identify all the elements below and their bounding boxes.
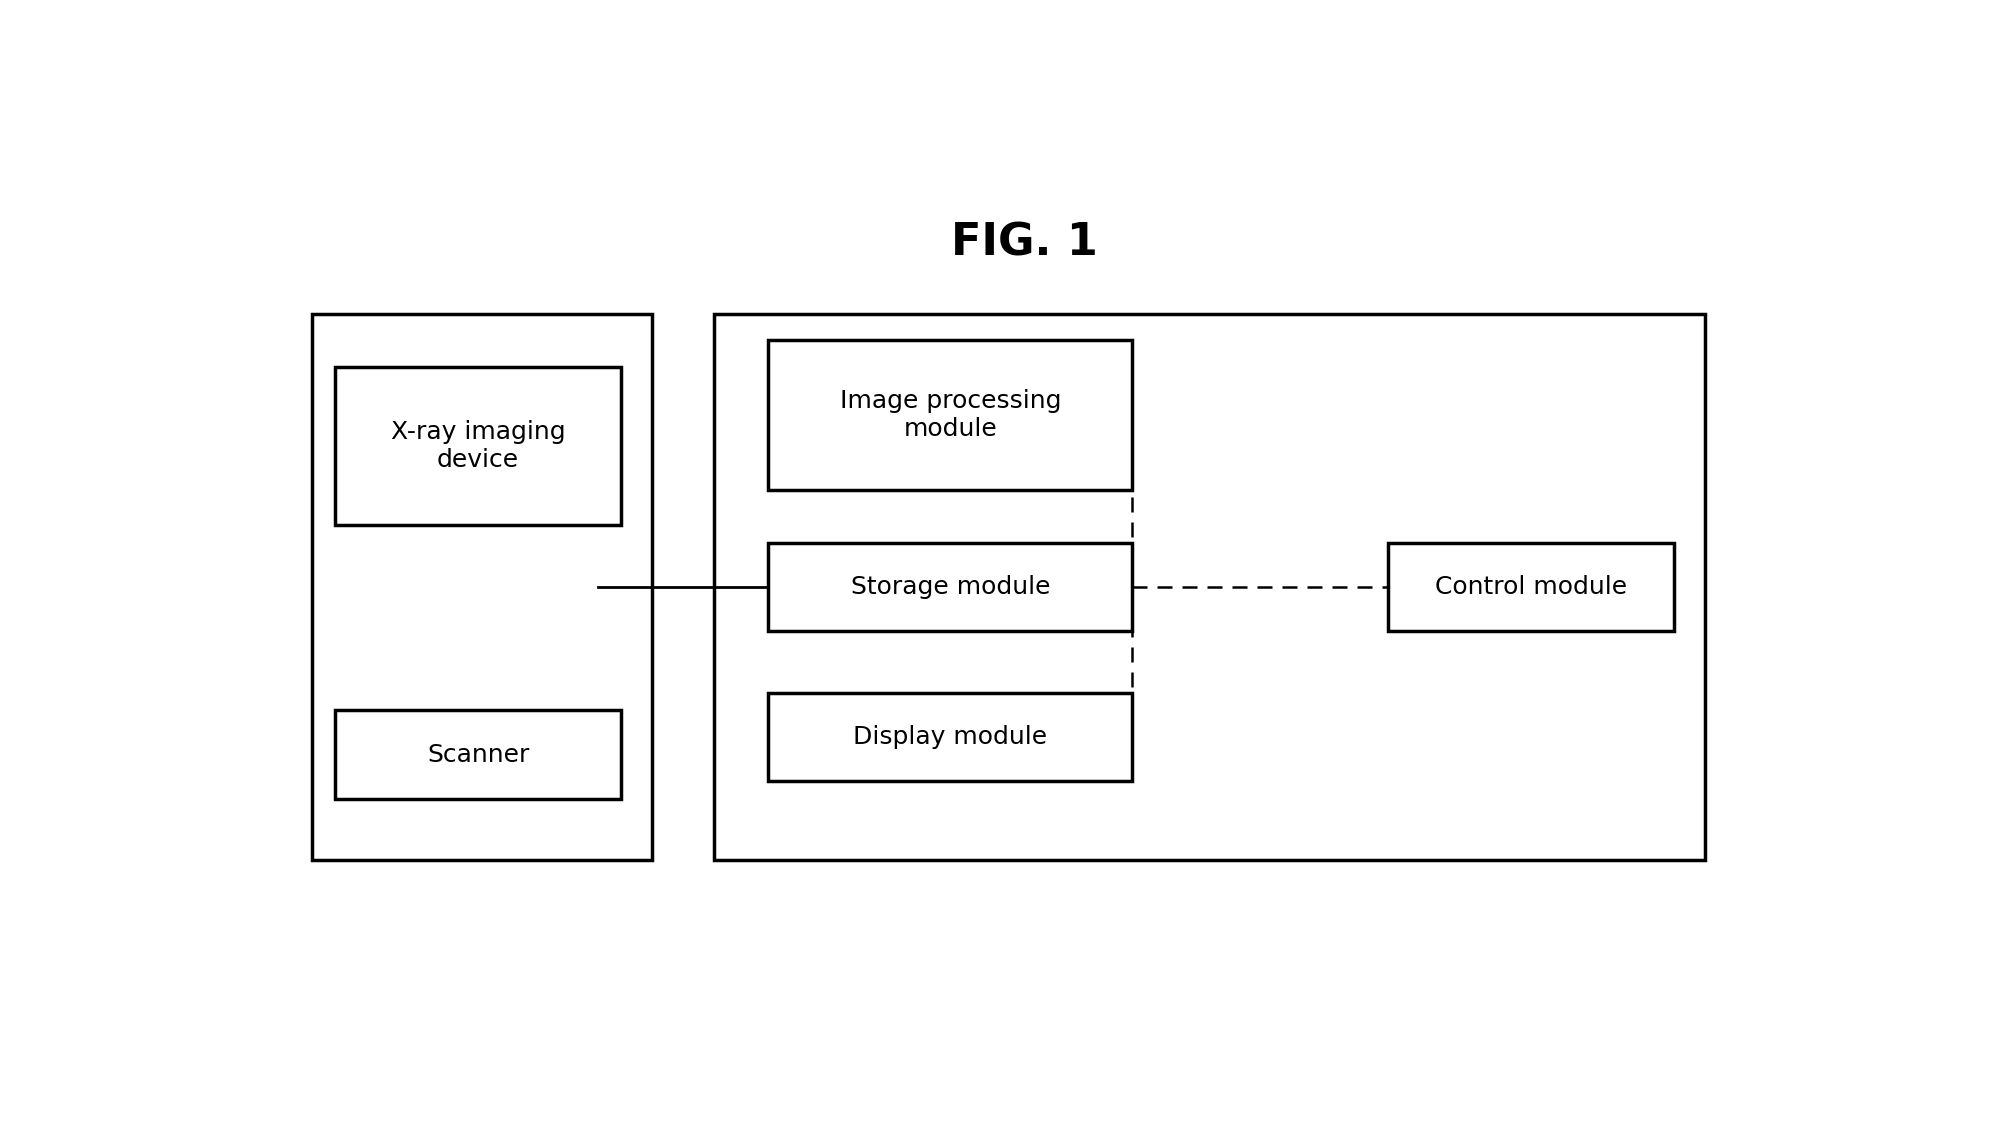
Bar — [769, 693, 1133, 781]
Bar — [769, 340, 1133, 490]
Bar — [312, 314, 651, 860]
Bar — [336, 366, 621, 526]
Text: Display module: Display module — [853, 725, 1047, 749]
Text: X-ray imaging
device: X-ray imaging device — [392, 420, 565, 472]
Text: Control module: Control module — [1435, 575, 1626, 599]
Bar — [1389, 543, 1674, 631]
Text: FIG. 1: FIG. 1 — [951, 222, 1097, 264]
Bar — [715, 314, 1704, 860]
Text: Storage module: Storage module — [851, 575, 1051, 599]
Bar — [769, 543, 1133, 631]
Text: Image processing
module: Image processing module — [839, 389, 1061, 441]
Bar — [336, 710, 621, 799]
Text: Scanner: Scanner — [428, 743, 529, 766]
